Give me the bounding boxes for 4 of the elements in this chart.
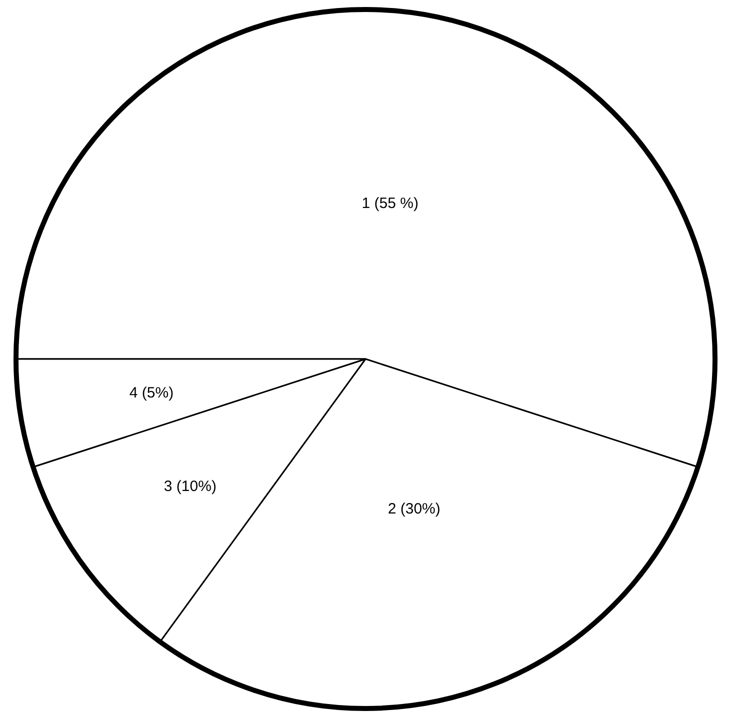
slice-label: 1 (55 %) — [362, 194, 418, 212]
slice-label: 3 (10%) — [164, 478, 216, 496]
slice-label: 2 (30%) — [388, 500, 440, 518]
slice-label: 4 (5%) — [129, 384, 174, 402]
